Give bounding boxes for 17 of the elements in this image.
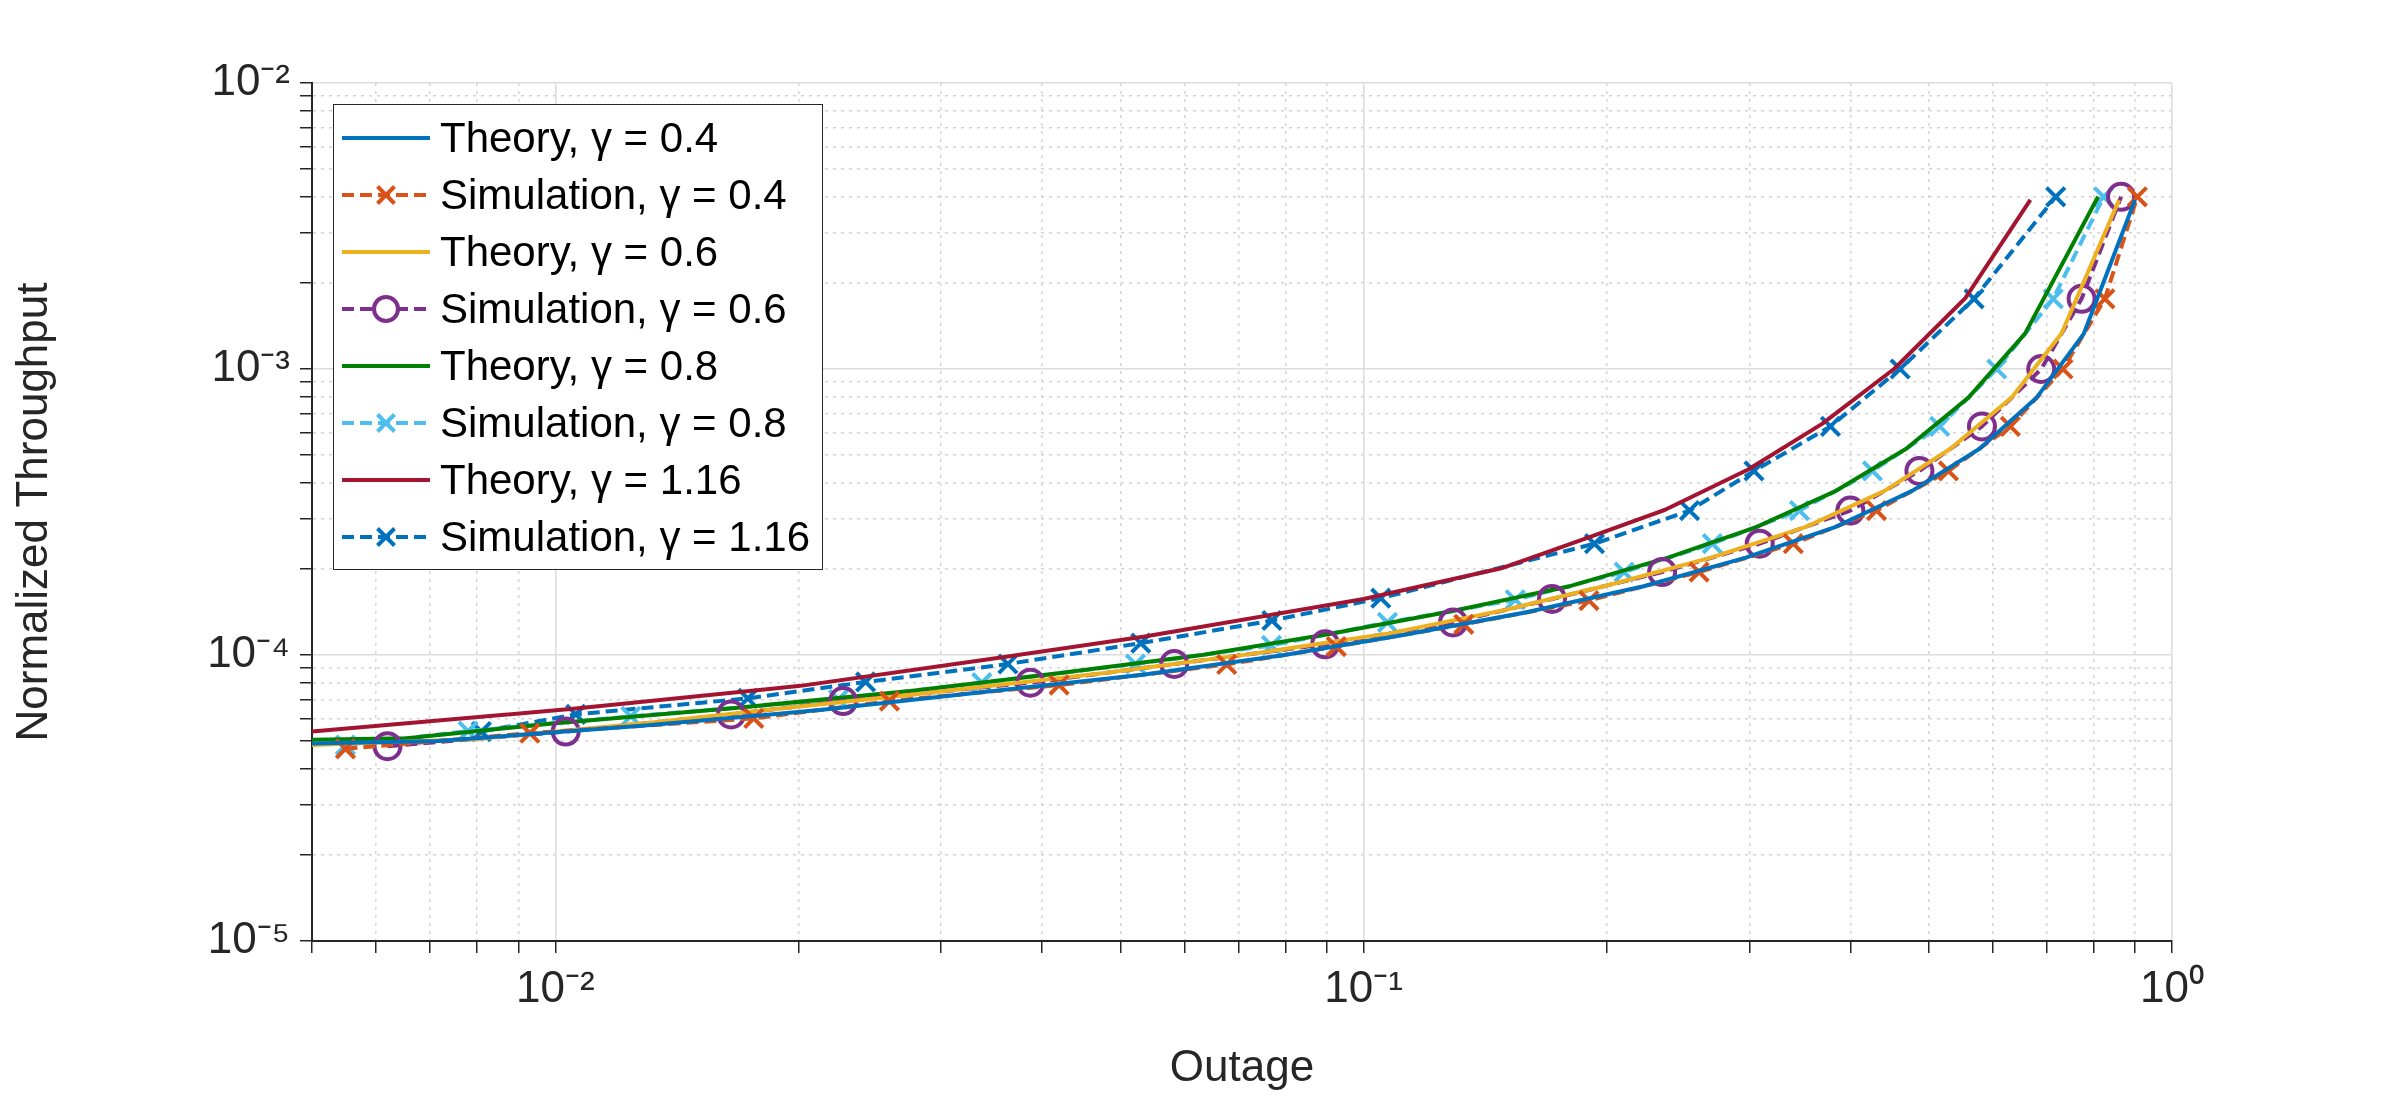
legend-label: Simulation, γ = 0.4 [440, 170, 787, 219]
legend-label: Simulation, γ = 0.8 [440, 398, 787, 447]
y-tick-label: 10⁻² [211, 55, 290, 105]
y-tick-label: 10⁻³ [211, 341, 290, 391]
legend-label: Theory, γ = 0.6 [440, 227, 719, 276]
legend-label: Theory, γ = 0.4 [440, 113, 719, 162]
x-tick-label: 10⁰ [2140, 961, 2204, 1011]
x-tick-label: 10⁻¹ [1324, 961, 1403, 1011]
legend-label: Simulation, γ = 0.6 [440, 284, 787, 333]
x-axis-title: Outage [1169, 1040, 1315, 1090]
x-tick-label: 10⁻² [516, 961, 595, 1011]
legend-label: Simulation, γ = 1.16 [440, 512, 811, 561]
legend-label: Theory, γ = 1.16 [440, 455, 742, 504]
y-tick-label: 10⁻⁵ [207, 913, 290, 963]
y-tick-label: 10⁻⁴ [207, 627, 290, 677]
y-axis-title: Normalized Throughput [6, 282, 56, 742]
legend-label: Theory, γ = 0.8 [440, 341, 719, 390]
